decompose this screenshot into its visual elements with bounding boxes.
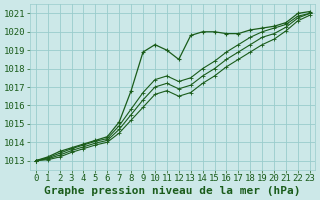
X-axis label: Graphe pression niveau de la mer (hPa): Graphe pression niveau de la mer (hPa) (44, 186, 300, 196)
